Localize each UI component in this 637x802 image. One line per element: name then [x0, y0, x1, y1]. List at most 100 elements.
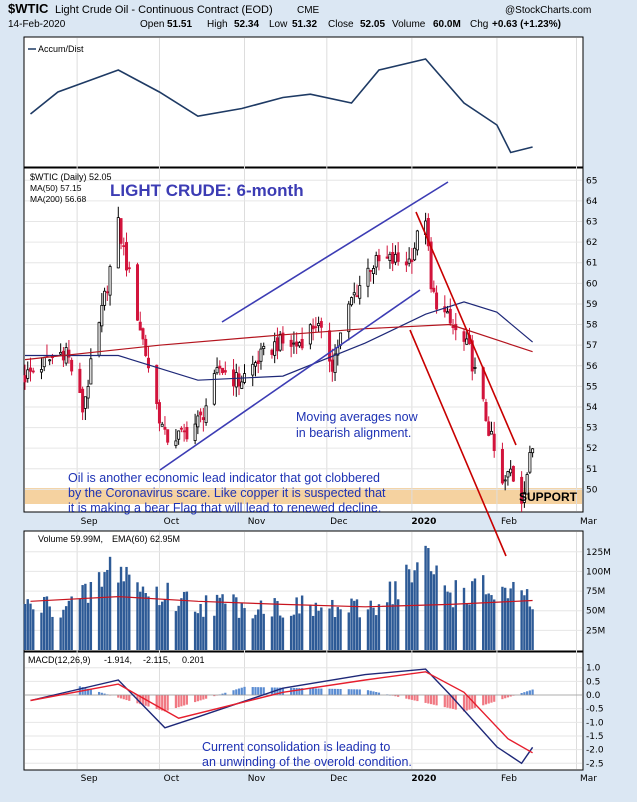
volume-bar: [523, 595, 526, 650]
candle-body: [377, 254, 381, 262]
macd-histogram-bar: [84, 687, 87, 696]
oil-note-line-1: Oil is another economic lead indicator t…: [68, 471, 380, 485]
macd-histogram-bar: [177, 695, 180, 708]
volume-bar: [254, 614, 257, 650]
volume-bar: [259, 600, 263, 650]
macd-histogram-bar: [333, 688, 337, 696]
open-value: 51.51: [167, 19, 192, 30]
candle-body: [141, 328, 145, 340]
volume-bar: [350, 598, 353, 650]
macd-histogram-bar: [482, 695, 485, 706]
volume-bar: [369, 600, 372, 650]
candle-body: [240, 381, 244, 389]
macd-histogram-bar: [446, 695, 449, 708]
macd-histogram-bar: [435, 695, 438, 706]
candle-body: [522, 492, 526, 503]
price-tick-label: 57: [586, 341, 597, 351]
macd-histogram-bar: [243, 686, 246, 696]
candle-body: [97, 322, 101, 356]
candle-body: [157, 402, 161, 424]
ma-note-line-2: in bearish alignment.: [296, 426, 411, 440]
volume-bar: [292, 614, 296, 650]
candle-body: [295, 341, 299, 347]
macd-histogram-bar: [180, 695, 183, 707]
candle-body: [89, 358, 93, 385]
price-tick-label: 52: [586, 444, 597, 454]
candle-body: [201, 417, 205, 421]
volume-bar: [144, 593, 147, 650]
candle-body: [385, 256, 389, 259]
x-tick-label: Feb: [501, 774, 517, 784]
macd-line: [30, 668, 534, 765]
volume-bar: [347, 612, 350, 650]
ma200-legend: MA(200) 56.68: [30, 194, 86, 204]
macd-histogram-bar: [100, 692, 103, 696]
x-tick-label: Nov: [248, 774, 266, 784]
price-tick-label: 59: [586, 300, 598, 310]
x-tick-label: Sep: [81, 774, 98, 784]
macd-histogram-bar: [194, 695, 197, 703]
candle-body: [31, 370, 35, 373]
price-tick-label: 58: [586, 321, 598, 331]
candle-body: [259, 348, 263, 362]
volume-bar: [468, 604, 471, 650]
macd-histogram-bar: [237, 688, 241, 696]
macd-histogram-bar: [465, 695, 468, 711]
macd-histogram-bar: [347, 689, 350, 696]
macd-histogram-bar: [259, 687, 263, 696]
candle-body: [138, 321, 142, 331]
candle-body: [127, 267, 131, 270]
candle-body: [125, 242, 129, 271]
price-tick-label: 51: [586, 465, 597, 475]
candle-body: [308, 324, 312, 345]
volume-tick-label: 25M: [586, 626, 605, 636]
macd-tick-label: -1.0: [586, 718, 604, 728]
volume-bar: [429, 571, 433, 650]
volume-label: Volume: [392, 19, 426, 30]
candles-layer: [23, 206, 535, 512]
macd-histogram-bar: [366, 690, 370, 696]
volume-bar: [257, 609, 260, 650]
macd-histogram-bar: [328, 688, 331, 696]
candle-body: [429, 241, 433, 290]
volume-bar: [67, 600, 71, 650]
volume-bar: [353, 600, 356, 650]
volume-bar: [432, 574, 436, 650]
candle-body: [163, 426, 167, 430]
open-label: Open: [140, 19, 164, 30]
volume-bar: [119, 566, 123, 650]
price-tick-label: 62: [586, 238, 597, 248]
macd-histogram-bar: [449, 695, 452, 709]
price-tick-label: 60: [586, 279, 598, 289]
candle-body: [251, 363, 255, 376]
candle-body: [487, 421, 491, 436]
low-label: Low: [269, 19, 288, 30]
candle-body: [83, 396, 87, 409]
volume-bar: [40, 612, 43, 650]
candle-body: [146, 357, 150, 369]
candle-body: [67, 349, 71, 358]
candle-body: [489, 430, 493, 435]
high-value: 52.34: [234, 19, 259, 30]
macd-histogram-bar: [358, 689, 361, 696]
candle-body: [369, 270, 373, 272]
candle-body: [509, 468, 513, 474]
volume-bar: [528, 606, 532, 650]
volume-bar: [117, 582, 120, 650]
ma50-line: [25, 301, 533, 381]
chart-exchange: CME: [297, 5, 320, 16]
volume-bar: [487, 593, 490, 650]
candle-body: [347, 303, 351, 333]
candle-body: [253, 362, 257, 367]
volume-bar: [525, 589, 529, 650]
volume-bar: [51, 616, 54, 650]
volume-bar: [331, 599, 334, 650]
volume-bar: [416, 562, 419, 650]
volume-bar: [202, 616, 205, 650]
accum-legend: Accum/Dist: [38, 44, 84, 54]
macd-histogram-bar: [202, 695, 205, 700]
macd-histogram-bar: [309, 688, 312, 696]
x-tick-label: 2020: [411, 517, 436, 527]
oil-note-line-3: it is making a bear Flag that will lead …: [68, 501, 381, 515]
macd-histogram-bar: [141, 695, 145, 705]
